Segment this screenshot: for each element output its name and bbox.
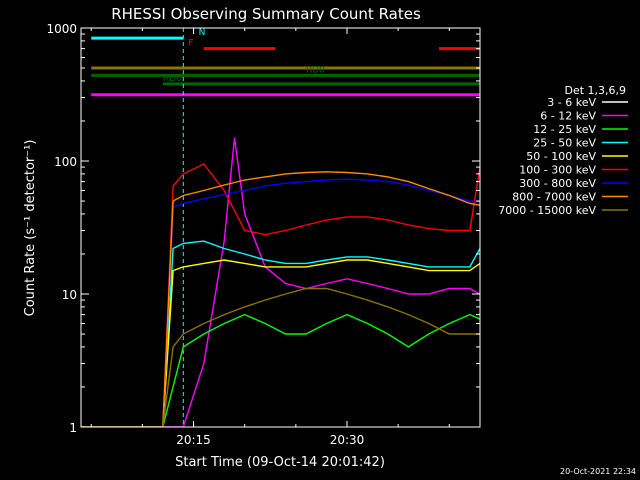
y-tick-label-2: 100 [54,155,77,169]
chart-title: RHESSI Observing Summary Count Rates [111,5,421,23]
legend-label-2: 12 - 25 keV [533,123,596,136]
legend-label-5: 100 - 300 keV [519,164,596,177]
y-tick-label-3: 1000 [46,22,77,36]
y-axis: 1 10 100 1000 [46,22,480,435]
legend-label-6: 300 - 800 keV [519,177,596,190]
data-series [81,137,480,427]
flag-label-rd6: RD6 [163,74,182,84]
flag-label-n: N [199,28,206,38]
x-tick-label-1: 20:30 [330,433,365,447]
plot-frame [80,27,481,428]
flag-labels: NFFD1FD2RD0RD6A0A1 [163,28,325,84]
series-line-2 [81,313,480,427]
series-line-8 [81,287,480,427]
legend-label-4: 50 - 100 keV [526,150,596,163]
footer-date: 20-Oct-2021 22:34 [560,467,636,476]
legend-label-3: 25 - 50 keV [533,137,596,150]
plot-area [80,27,481,428]
flag-label-f: F [188,39,193,49]
x-tick-label-0: 20:15 [176,433,211,447]
x-axis: 20:15 20:30 [90,28,450,447]
legend-label-0: 3 - 6 keV [547,96,596,109]
series-line-3 [81,240,480,427]
series-line-7 [81,171,480,427]
legend-label-8: 7000 - 15000 keV [498,204,596,217]
series-line-6 [81,178,480,427]
flag-label-rd0: RD0 [306,65,325,75]
legend-label-7: 800 - 7000 keV [512,191,596,204]
legend-label-1: 6 - 12 keV [540,110,596,123]
y-tick-label-0: 1 [69,421,77,435]
flag-bars [91,36,480,97]
y-axis-label: Count Rate (s⁻¹ detector⁻¹) [23,140,38,317]
legend-title: Det 1,3,6,9 [564,84,626,97]
series-line-5 [81,163,480,427]
series-line-4 [81,259,480,427]
x-axis-label: Start Time (09-Oct-14 20:01:42) [175,455,385,470]
night-markers [182,28,184,427]
y-tick-label-1: 10 [62,288,77,302]
